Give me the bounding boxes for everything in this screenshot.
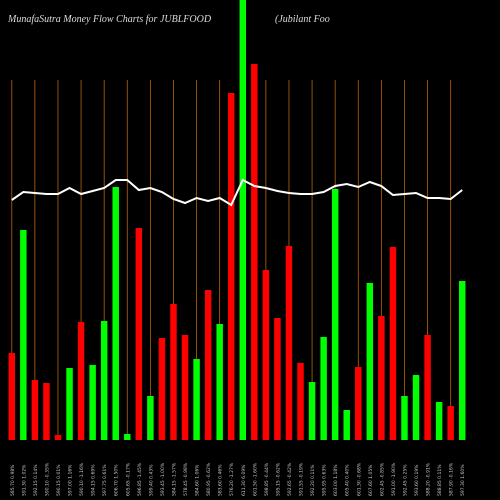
x-tick-label: 595.15 -0.62% — [275, 462, 281, 496]
x-tick-label: 603.00 1.18% — [333, 464, 339, 496]
bar — [355, 367, 362, 440]
chart-subtitle: (Jubilant Foo — [275, 14, 330, 25]
x-tick-label: 584.15 -1.57% — [171, 462, 177, 496]
bar — [89, 365, 96, 440]
chart-title: MunafaSutra Money Flow Charts for JUBLFO… — [7, 14, 212, 25]
x-tick-label: 597.00 1.16% — [68, 464, 74, 496]
bar — [435, 402, 443, 440]
bar — [158, 338, 166, 440]
x-tick-label: 591.00 -1.90% — [391, 462, 397, 496]
bar — [43, 383, 50, 440]
bar — [204, 290, 212, 440]
bar — [343, 410, 350, 440]
bar — [320, 337, 327, 440]
bar — [20, 230, 27, 440]
x-tick-label: 591.55 -0.19% — [299, 462, 305, 496]
bar — [424, 335, 431, 440]
bar — [8, 353, 16, 440]
x-tick-label: 584.60 1.06% — [195, 464, 201, 496]
bar — [31, 380, 39, 440]
bar — [401, 396, 408, 440]
bar — [458, 281, 466, 440]
money-flow-line — [11, 178, 463, 207]
x-tick-label: 597.75 0.61% — [102, 464, 108, 496]
bar — [227, 93, 235, 440]
bar — [124, 434, 131, 440]
bar — [147, 396, 154, 440]
x-tick-label: 596.85 -1.45% — [137, 462, 143, 496]
x-tick-label: 598.85 -0.44% — [264, 462, 270, 496]
bar — [297, 363, 304, 440]
bar — [193, 359, 200, 440]
bar — [100, 321, 108, 440]
bar — [251, 64, 258, 440]
bar — [66, 368, 73, 440]
bar — [366, 283, 374, 440]
x-tick-label: 585.70 0.98% — [10, 464, 16, 496]
x-tick-label: 599.40 0.43% — [148, 464, 154, 496]
bar — [308, 382, 316, 440]
x-tick-label: 593.45 -1.00% — [160, 462, 166, 496]
bar — [77, 322, 85, 440]
x-tick-label: 592.20 0.11% — [310, 464, 316, 496]
bar — [331, 189, 339, 440]
x-tick-label: 592.65 -0.42% — [287, 462, 293, 496]
x-tick-label: 594.15 0.69% — [91, 464, 97, 496]
x-tick-label: 592.15 0.14% — [33, 464, 39, 496]
bar — [54, 435, 62, 440]
bar — [216, 324, 223, 440]
bar — [181, 335, 189, 440]
x-tick-label: 590.10 -1.16% — [79, 462, 85, 496]
bar — [389, 247, 397, 440]
x-tick-label: 588.85 0.11% — [437, 464, 443, 496]
x-tick-label: 583.60 0.46% — [218, 464, 224, 496]
x-tick-label: 606.70 1.50% — [114, 464, 120, 496]
x-tick-label: 578.45 -0.98% — [183, 462, 189, 496]
bar — [447, 406, 454, 440]
x-tick-label: 611.30 6.09% — [241, 464, 247, 496]
bar — [135, 228, 143, 440]
bar — [112, 187, 119, 440]
x-tick-label: 602.45 -0.85% — [379, 462, 385, 496]
x-tick-label: 601.50 -1.60% — [252, 462, 258, 496]
bar — [412, 375, 420, 440]
x-tick-label: 587.90 -0.16% — [449, 462, 455, 496]
x-tick-label: 607.60 1.05% — [368, 464, 374, 496]
x-tick-label: 592.45 0.25% — [402, 464, 408, 496]
x-tick-label: 576.20 -1.27% — [229, 462, 235, 496]
bar — [285, 246, 293, 440]
x-tick-label: 593.60 0.19% — [414, 464, 420, 496]
x-tick-label: 591.30 1.02% — [21, 464, 27, 496]
x-tick-label: 605.40 0.40% — [345, 464, 351, 496]
x-tick-label: 590.10 -0.35% — [44, 462, 50, 496]
bar — [170, 304, 177, 440]
x-tick-label: 601.30 -0.68% — [356, 462, 362, 496]
x-tick-label: 597.30 1.60% — [460, 464, 466, 496]
bar — [274, 318, 281, 440]
x-tick-label: 588.20 -0.91% — [426, 462, 432, 496]
x-tick-label: 580.95 -0.62% — [206, 462, 212, 496]
bar — [262, 270, 270, 440]
bar — [378, 316, 385, 440]
x-tick-label: 590.15 0.01% — [56, 464, 62, 496]
x-tick-label: 605.65 -0.17% — [125, 462, 131, 496]
x-tick-label: 595.95 0.63% — [322, 464, 328, 496]
bar — [239, 0, 247, 440]
